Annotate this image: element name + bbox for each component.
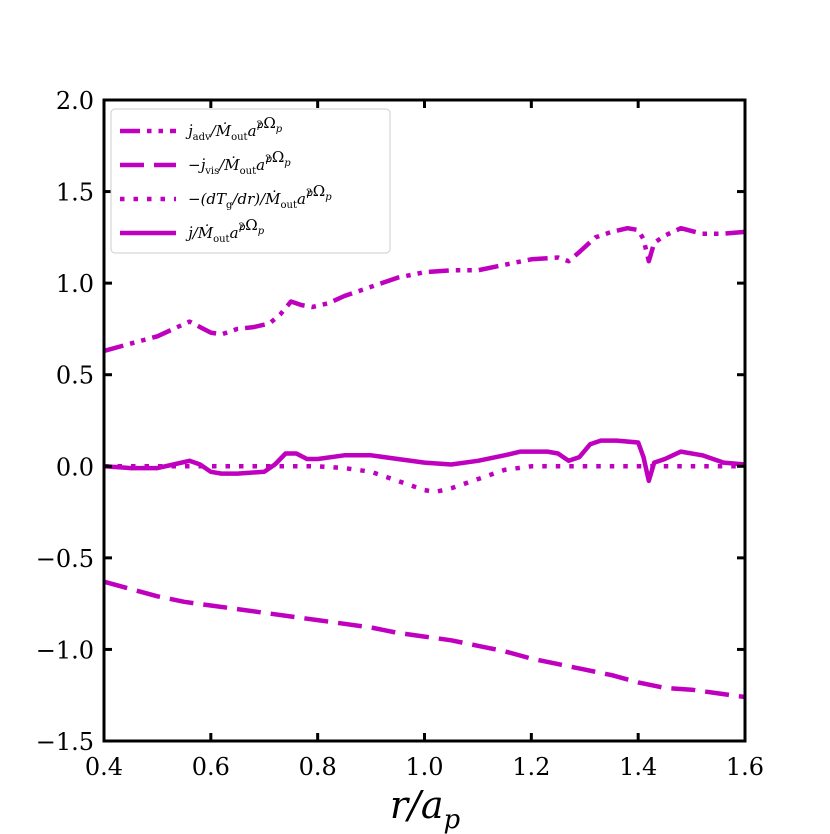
ticks-layer: 0.4 0.6 0.8 1.0 1.2 1.4 1.6 −1.5 −1.0 −0.5 0.0 0.5 1… <box>36 87 764 781</box>
legend-label-torque: −(dTg/dr)/Ṁouta2pΩp <box>188 182 332 211</box>
x-axis-label-sub: p <box>443 805 460 834</box>
x-tick-label: 1.6 <box>726 753 764 781</box>
legend-box <box>110 108 391 254</box>
x-tick-label: 0.6 <box>192 753 230 781</box>
x-tick-label: 0.8 <box>299 753 337 781</box>
legend-items: j̇adv/Ṁouta2pΩp −j̇vis/Ṁouta2pΩp −(dTg/dr)… <box>120 114 332 245</box>
y-tick-label: 1.0 <box>56 270 94 298</box>
x-axis-label: r/ap <box>390 783 461 834</box>
x-tick-label: 1.2 <box>512 753 550 781</box>
x-axis-label-main: r/a <box>390 783 444 827</box>
series-line-torque <box>104 464 745 495</box>
legend-label-total: j̇/Ṁouta2pΩp <box>185 216 265 245</box>
series-line-adv <box>103 225 746 354</box>
legend-label-vis: −j̇vis/Ṁouta2pΩp <box>188 148 291 177</box>
x-tick-label: 0.4 <box>85 753 123 781</box>
y-tick-label: 0.0 <box>56 453 94 481</box>
series-layer <box>103 225 746 700</box>
y-tick-label: 0.5 <box>56 362 94 390</box>
x-tick-label: 1.0 <box>405 753 443 781</box>
series-line-total <box>103 438 746 484</box>
y-tick-label: −1.5 <box>36 728 94 756</box>
y-tick-label: −0.5 <box>36 545 94 573</box>
y-tick-label: 2.0 <box>56 87 94 115</box>
legend: j̇adv/Ṁouta2pΩp −j̇vis/Ṁouta2pΩp −(dTg/dr)… <box>110 108 391 254</box>
x-tick-label: 1.4 <box>619 753 657 781</box>
y-tick-label: −1.0 <box>36 636 94 664</box>
legend-label-adv: j̇adv/Ṁouta2pΩp <box>185 114 283 143</box>
y-tick-label: 1.5 <box>56 179 94 207</box>
series-line-vis <box>103 579 746 700</box>
